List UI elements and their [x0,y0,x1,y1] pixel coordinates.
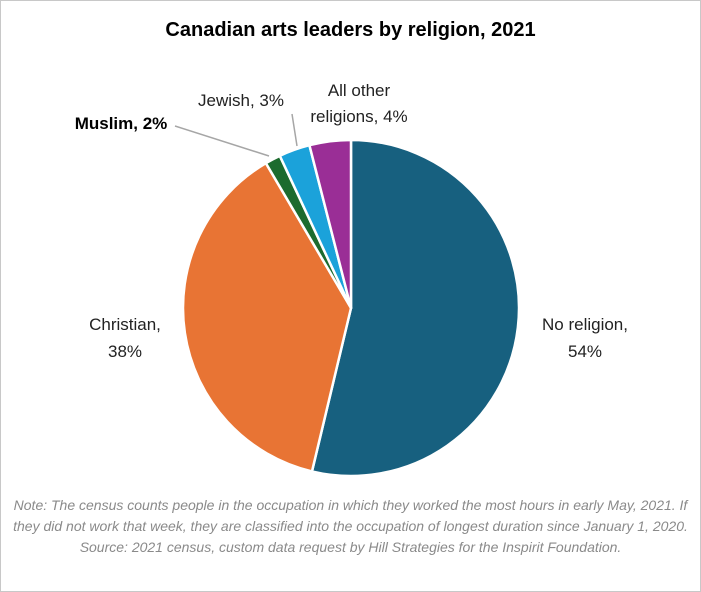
data-label-christian-line-2: 38% [108,342,142,361]
pie-slice-christian [181,161,353,473]
chart-note: Note: The census counts people in the oc… [13,497,688,555]
data-label-christian-line-1: Christian, [89,315,161,334]
pie-slice-all-other-religions [308,138,353,310]
data-label-no-religion-line-1: No religion, [542,315,628,334]
data-label-no-religion-line-2: 54% [568,342,602,361]
data-label-jewish-line-1: Jewish, 3% [198,91,284,110]
leader-line-jewish [291,113,298,147]
data-label-muslim-line-1: Muslim, 2% [75,114,168,133]
leader-line-muslim [174,125,270,157]
pie-slice-no-religion [310,138,521,478]
data-label-all-other-religions-line-2: religions, 4% [310,107,407,126]
chart-title: Canadian arts leaders by religion, 2021 [165,19,536,41]
pie-chart: No religion, 54% Christian, 38% Muslim, 2% Je… [75,81,628,478]
data-label-all-other-religions-line-1: All other [328,81,391,100]
